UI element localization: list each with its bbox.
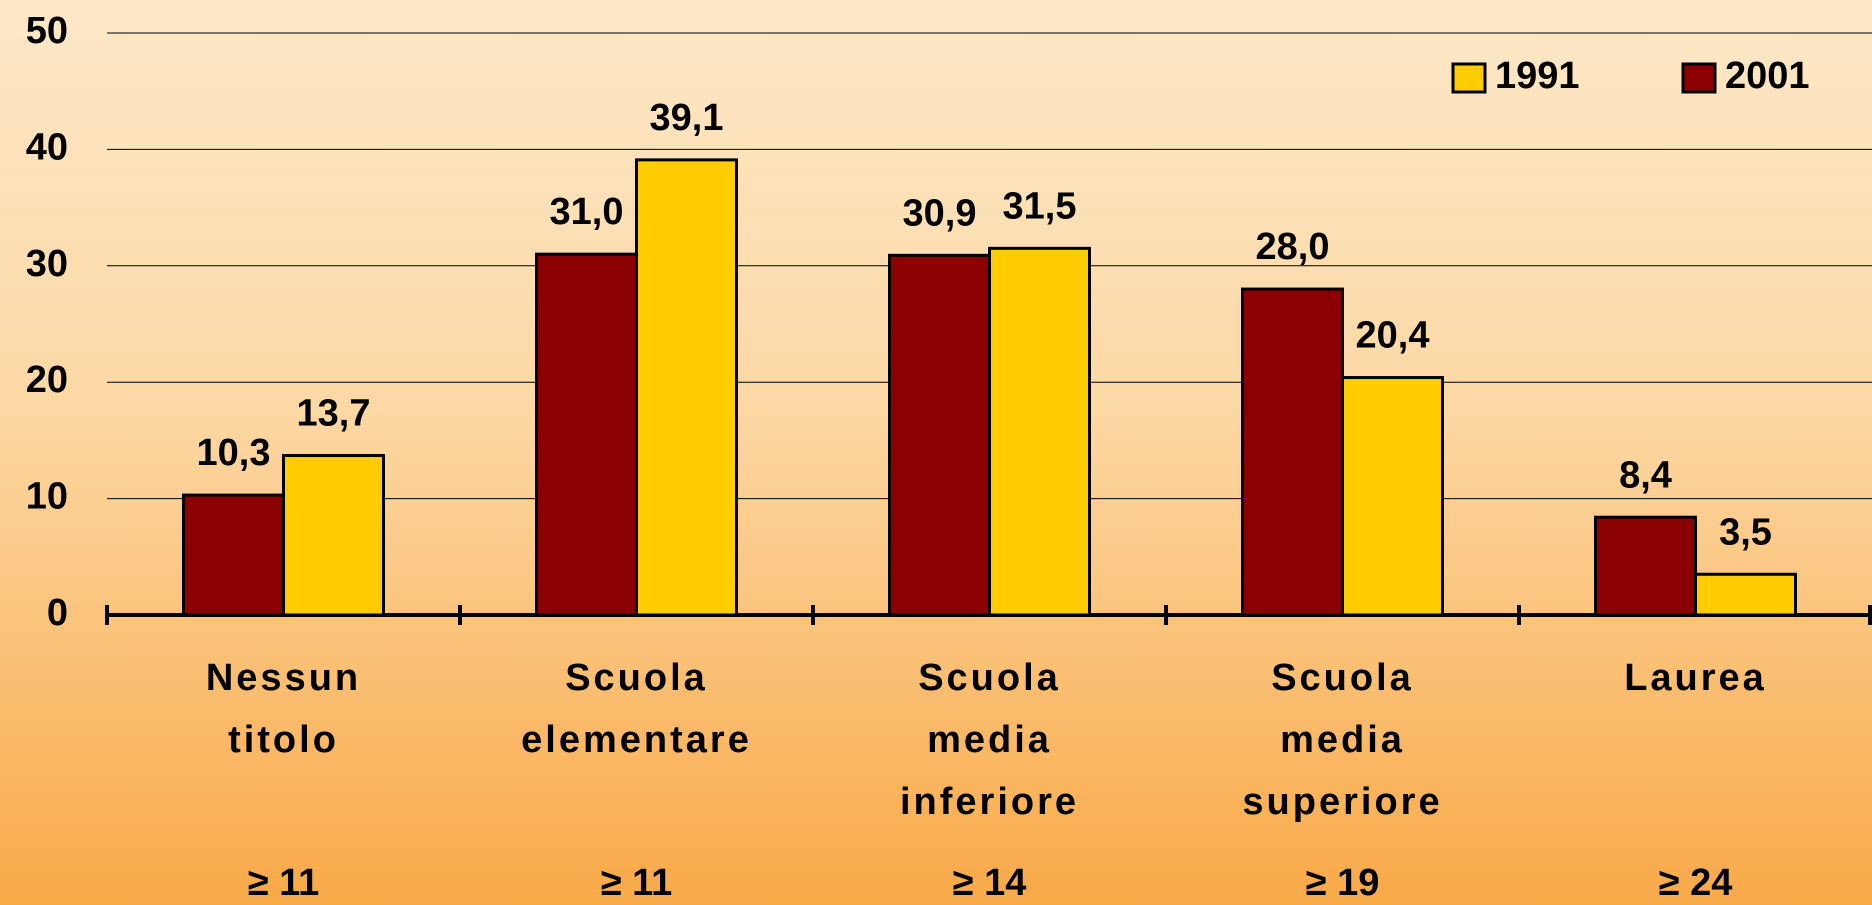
bar [1341,376,1444,617]
legend-label: 2001 [1725,55,1810,97]
legend-swatch [1681,62,1717,94]
x-tick-label: Scuola [918,657,1061,699]
y-tick-label: 40 [26,126,68,168]
value-label: 28,0 [1256,226,1330,268]
value-label: 10,3 [197,432,271,474]
legend-label: 1991 [1495,55,1580,97]
bar [535,252,638,617]
y-tick-label: 30 [26,243,68,285]
value-label: 39,1 [650,97,724,139]
x-tick-label: elementare [521,719,752,761]
x-tick-label: superiore [1242,781,1442,823]
y-tick-label: 10 [26,476,68,518]
bar [182,493,285,617]
value-label: 13,7 [297,393,371,435]
x-tick-label: media [1280,719,1405,761]
x-tick-label: Laurea [1624,657,1767,699]
legend-swatch [1451,62,1487,94]
x-tick-label: Scuola [565,657,708,699]
y-tick-label: 20 [26,359,68,401]
x-tick-label: media [927,719,1052,761]
bar [282,454,385,617]
value-label: 3,5 [1719,511,1772,553]
x-tick-label: inferiore [900,781,1079,823]
value-label: 20,4 [1356,315,1430,357]
threshold-label: ≥ 19 [1306,862,1380,904]
bar [635,158,738,617]
value-label: 31,0 [550,191,624,233]
bar [888,253,991,617]
x-tick-label: titolo [228,719,339,761]
threshold-label: ≥ 14 [953,862,1027,904]
value-label: 30,9 [903,192,977,234]
value-label: 8,4 [1619,454,1672,496]
value-label: 31,5 [1003,185,1077,227]
bar [1694,572,1797,617]
bar [1241,287,1344,617]
threshold-label: ≥ 11 [601,862,673,904]
x-tick-label: Nessun [206,657,361,699]
bar [988,246,1091,617]
y-tick-label: 0 [47,592,68,634]
threshold-label: ≥ 24 [1659,862,1733,904]
y-tick-label: 50 [26,10,68,52]
bar [1594,515,1697,617]
threshold-label: ≥ 11 [248,862,320,904]
x-tick-label: Scuola [1271,657,1414,699]
